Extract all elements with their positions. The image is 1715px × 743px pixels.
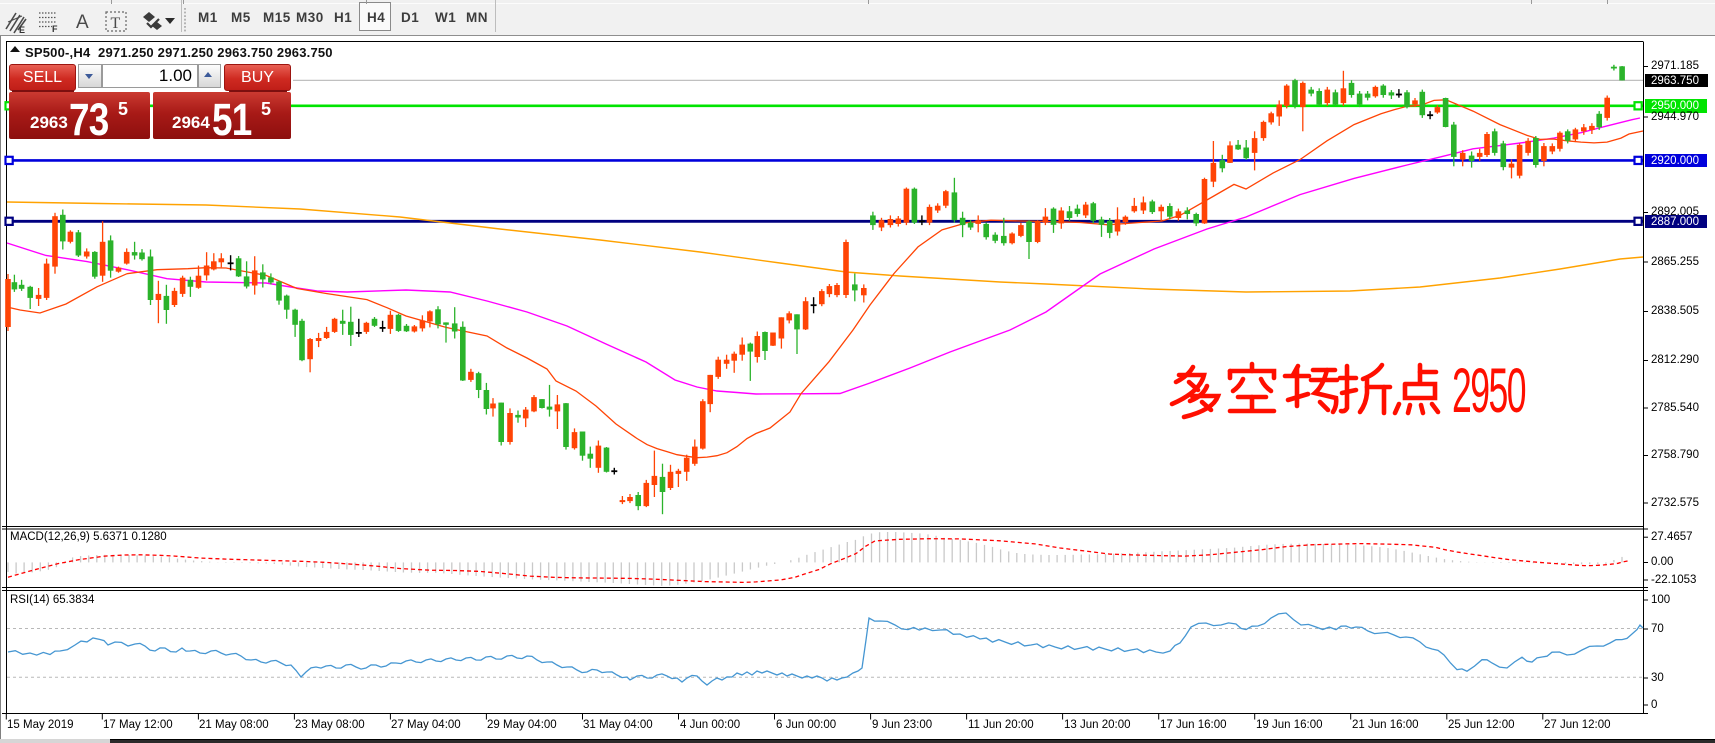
- svg-text:A: A: [76, 12, 89, 33]
- svg-text:F: F: [52, 24, 58, 34]
- svg-text:2950: 2950: [1452, 355, 1527, 425]
- svg-text:T: T: [111, 15, 121, 32]
- svg-text:E: E: [19, 25, 25, 35]
